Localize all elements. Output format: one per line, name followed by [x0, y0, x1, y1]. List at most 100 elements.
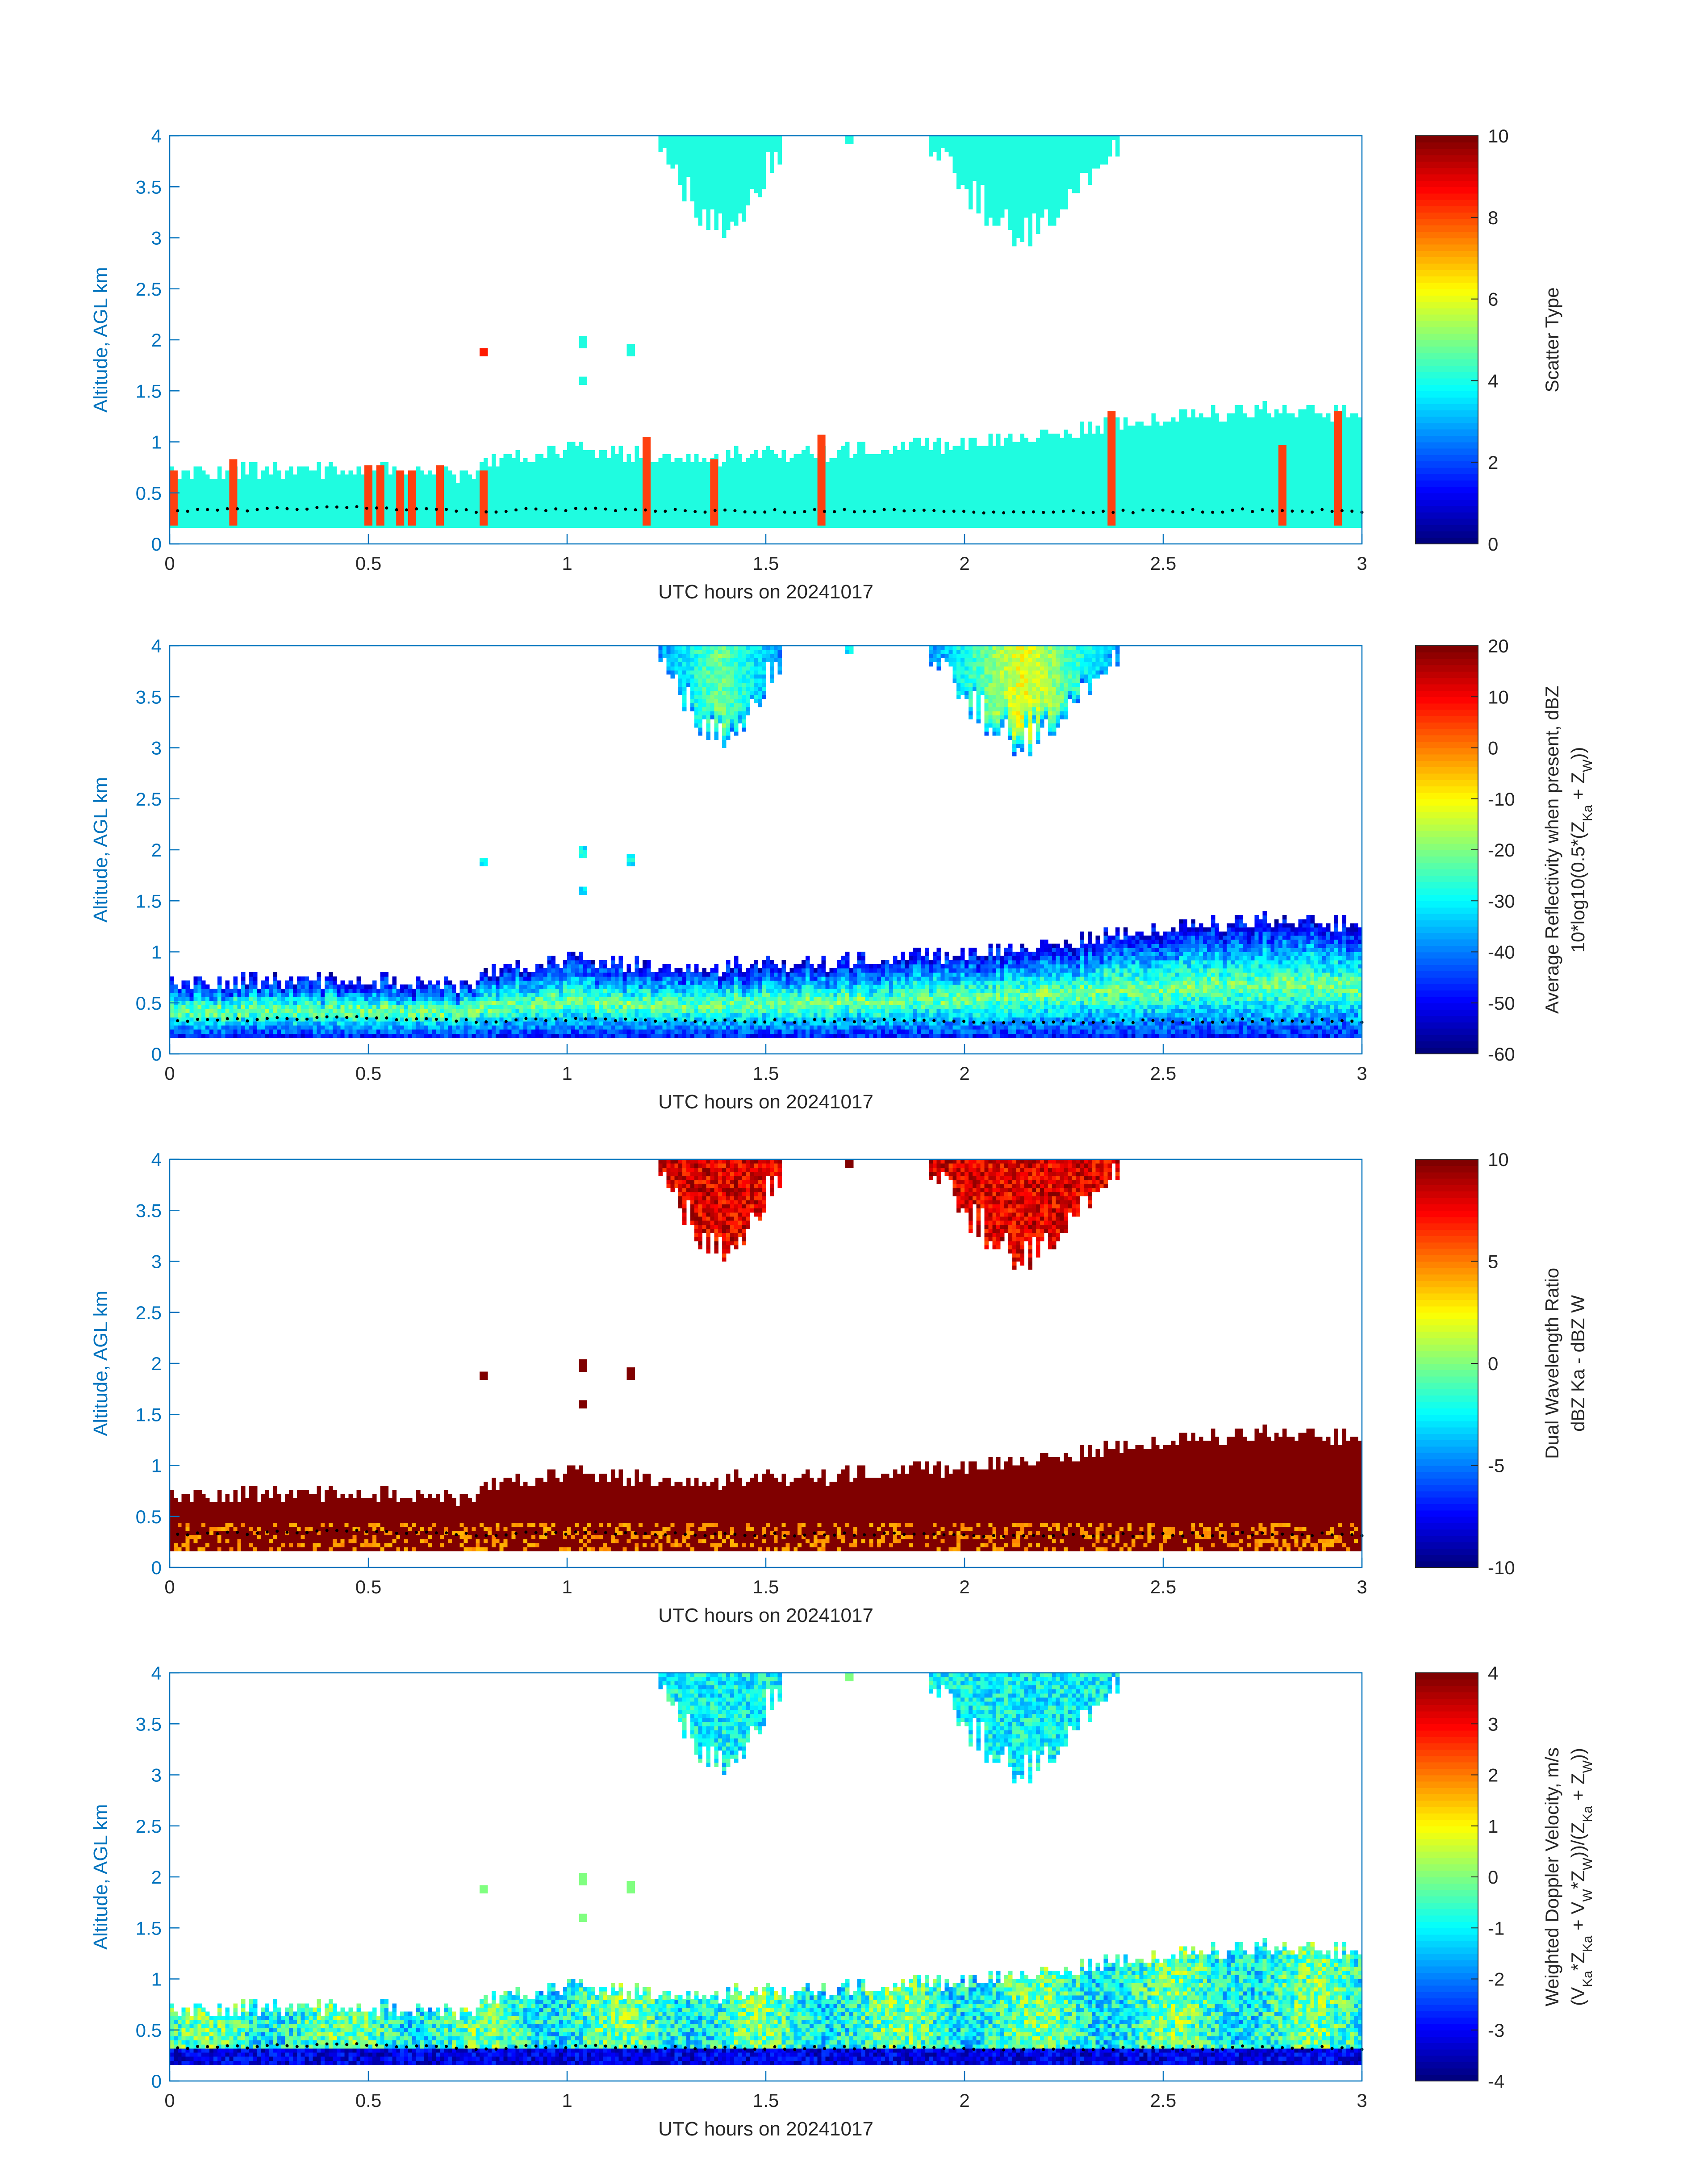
heatmap-cell — [698, 197, 703, 201]
heatmap-cell — [468, 523, 472, 528]
heatmap-cell — [599, 454, 603, 459]
heatmap-cell — [1028, 242, 1032, 247]
heatmap-cell — [889, 491, 894, 495]
heatmap-cell — [1004, 466, 1009, 471]
heatmap-cell — [948, 450, 953, 455]
heatmap-cell — [893, 458, 898, 463]
heatmap-cell — [1028, 519, 1032, 524]
heatmap-cell — [1020, 168, 1025, 173]
heatmap-cell — [690, 148, 695, 152]
heatmap-cell — [694, 205, 699, 209]
heatmap-cell — [829, 519, 834, 524]
heatmap-cell — [325, 475, 329, 479]
heatmap-cell — [186, 523, 190, 528]
heatmap-cell — [714, 217, 718, 222]
heatmap-cell — [893, 523, 898, 528]
heatmap-cell — [603, 523, 607, 528]
heatmap-cell — [905, 487, 910, 491]
heatmap-cell — [356, 511, 361, 516]
heatmap-cell — [948, 152, 953, 157]
heatmap-cell — [197, 523, 202, 528]
heatmap-cell — [249, 519, 254, 524]
heatmap-cell — [563, 475, 568, 479]
heatmap-cell — [726, 466, 731, 471]
heatmap-cell — [814, 471, 818, 475]
heatmap-cell — [726, 217, 731, 222]
heatmap-cell — [698, 164, 703, 169]
heatmap-cell — [798, 462, 802, 467]
heatmap-cell — [567, 483, 572, 487]
heatmap-cell — [1036, 164, 1040, 169]
heatmap-cell — [885, 503, 889, 508]
heatmap-cell — [1052, 172, 1057, 177]
heatmap-cell — [659, 507, 663, 512]
heatmap-cell — [237, 483, 242, 487]
heatmap-cell — [1068, 495, 1072, 499]
heatmap-cell — [925, 475, 929, 479]
heatmap-cell — [329, 466, 333, 471]
heatmap-cell — [416, 511, 421, 516]
heatmap-cell — [313, 487, 317, 491]
heatmap-cell — [1048, 168, 1052, 173]
heatmap-cell — [952, 168, 957, 173]
heatmap-cell — [504, 454, 508, 459]
heatmap-cell — [1036, 197, 1040, 201]
heatmap-cell — [607, 503, 611, 508]
heatmap-cell — [948, 144, 953, 148]
heatmap-cell — [730, 205, 735, 209]
heatmap-cell — [1000, 450, 1005, 455]
heatmap-cell — [273, 519, 277, 524]
heatmap-cell — [659, 136, 663, 140]
heatmap-cell — [531, 511, 536, 516]
heatmap-cell — [1024, 454, 1029, 459]
heatmap-cell — [881, 462, 885, 467]
heatmap-cell — [806, 450, 810, 455]
heatmap-cell — [766, 462, 770, 467]
heatmap-cell — [754, 454, 758, 459]
heatmap-cell — [845, 491, 850, 495]
heatmap-cell — [988, 519, 993, 524]
heatmap-cell — [547, 466, 552, 471]
heatmap-cell — [273, 471, 277, 475]
heatmap-cell — [750, 185, 754, 189]
heatmap-cell — [1028, 136, 1032, 140]
heatmap-cell — [1000, 144, 1005, 148]
heatmap-cell — [674, 462, 679, 467]
heatmap-cell — [539, 462, 544, 467]
heatmap-cell — [718, 144, 722, 148]
heatmap-cell — [484, 352, 488, 356]
heatmap-cell — [750, 458, 754, 463]
heatmap-cell — [515, 511, 520, 516]
heatmap-cell — [193, 519, 198, 524]
heatmap-cell — [905, 471, 910, 475]
heatmap-cell — [861, 495, 866, 499]
heatmap-cell — [432, 515, 436, 520]
heatmap-cell — [1060, 176, 1065, 181]
heatmap-cell — [913, 438, 917, 442]
heatmap-cell — [853, 479, 858, 483]
heatmap-cell — [810, 479, 814, 483]
heatmap-cell — [1000, 515, 1005, 520]
heatmap-cell — [575, 454, 580, 459]
heatmap-cell — [965, 144, 969, 148]
heatmap-cell — [313, 491, 317, 495]
heatmap-cell — [782, 479, 786, 483]
heatmap-cell — [511, 479, 516, 483]
heatmap-cell — [857, 503, 862, 508]
heatmap-cell — [996, 471, 1001, 475]
heatmap-cell — [1028, 511, 1032, 516]
heatmap-cell — [992, 160, 997, 165]
heatmap-cell — [289, 471, 293, 475]
heatmap-cell — [1008, 487, 1013, 491]
heatmap-cell — [1024, 466, 1029, 471]
heatmap-cell — [861, 499, 866, 504]
heatmap-cell — [988, 515, 993, 520]
heatmap-cell — [977, 495, 981, 499]
heatmap-cell — [988, 205, 993, 209]
heatmap-cell — [969, 185, 973, 189]
heatmap-cell — [555, 519, 560, 524]
heatmap-cell — [627, 475, 631, 479]
heatmap-cell — [945, 479, 949, 483]
heatmap-cell — [909, 495, 913, 499]
heatmap-cell — [579, 507, 584, 512]
